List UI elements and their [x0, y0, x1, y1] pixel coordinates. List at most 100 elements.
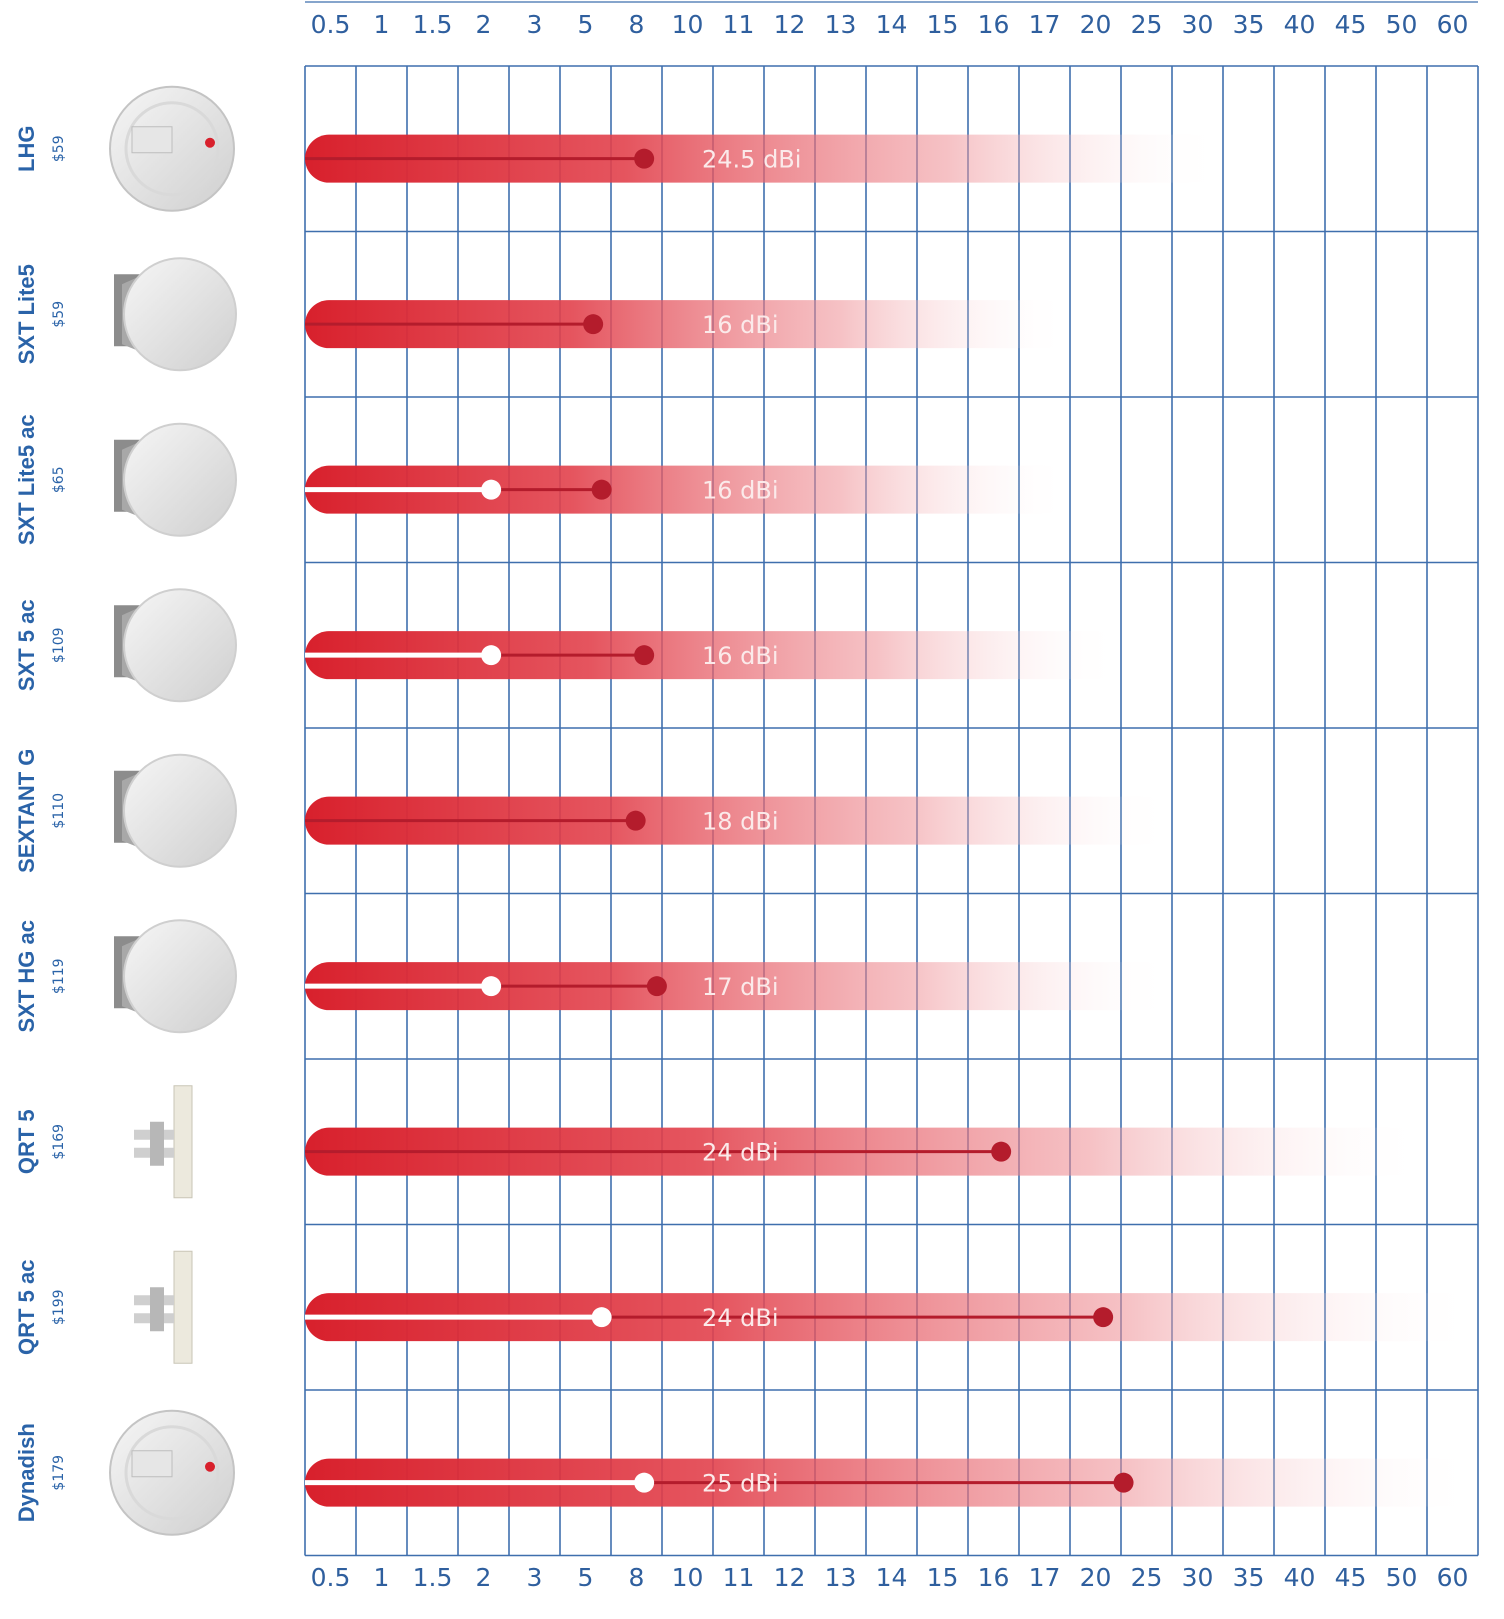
flat-panel-antenna-icon: [134, 1250, 193, 1364]
x-tick-top: 5: [578, 10, 594, 39]
x-tick-top: 3: [527, 10, 543, 39]
gain-label: 24 dBi: [702, 1304, 779, 1332]
dish-antenna-icon: [109, 85, 235, 212]
x-tick-bottom: 12: [774, 1563, 806, 1592]
x-tick-top: 40: [1284, 10, 1316, 39]
product-price: $110: [51, 793, 67, 829]
gain-label: 16 dBi: [702, 477, 779, 505]
range-bar: [305, 796, 1172, 845]
x-tick-bottom: 11: [723, 1563, 755, 1592]
product-price: $179: [51, 1455, 67, 1491]
x-tick-top: 60: [1437, 10, 1469, 39]
range-marker: [583, 314, 604, 335]
product-name: SXT Lite5: [14, 264, 39, 364]
x-tick-bottom: 17: [1029, 1563, 1061, 1592]
x-tick-top: 25: [1131, 10, 1163, 39]
gain-label: 17 dBi: [702, 973, 779, 1001]
range-marker: [991, 1141, 1012, 1162]
round-panel-antenna-icon: [114, 422, 237, 537]
x-tick-bottom: 35: [1233, 1563, 1265, 1592]
x-tick-bottom: 5: [578, 1563, 594, 1592]
product-name: Dynadish: [14, 1423, 39, 1522]
round-panel-antenna-icon: [114, 919, 237, 1034]
x-tick-top: 0.5: [311, 10, 351, 39]
flat-panel-antenna-icon: [134, 1085, 193, 1199]
x-tick-top: 2: [476, 10, 492, 39]
x-tick-bottom: 15: [927, 1563, 959, 1592]
gain-label: 18 dBi: [702, 808, 779, 836]
range-marker: [1113, 1472, 1134, 1493]
round-panel-antenna-icon: [114, 257, 237, 372]
ac-range-marker: [481, 479, 502, 500]
round-panel-antenna-icon: [114, 588, 237, 703]
range-marker: [634, 645, 655, 666]
x-tick-top: 17: [1029, 10, 1061, 39]
gain-label: 24.5 dBi: [702, 146, 801, 174]
range-marker: [591, 479, 612, 500]
range-marker: [646, 976, 667, 997]
product-price: $59: [51, 135, 67, 162]
ac-range-marker: [591, 1307, 612, 1328]
product-price: $59: [51, 301, 67, 328]
x-tick-top: 30: [1182, 10, 1214, 39]
gain-label: 16 dBi: [702, 311, 779, 339]
range-marker: [625, 810, 646, 831]
dish-antenna-icon: [109, 1409, 235, 1536]
ac-range-marker: [481, 976, 502, 997]
product-name: SXT 5 ac: [14, 599, 39, 691]
product-name: SEXTANT G: [14, 749, 39, 873]
x-tick-bottom: 30: [1182, 1563, 1214, 1592]
x-tick-top: 1: [374, 10, 390, 39]
x-tick-top: 35: [1233, 10, 1265, 39]
product-price: $65: [51, 466, 67, 493]
range-bar: [305, 465, 1070, 514]
x-tick-bottom: 45: [1335, 1563, 1367, 1592]
x-tick-top: 10: [672, 10, 704, 39]
x-tick-top: 45: [1335, 10, 1367, 39]
product-price: $199: [51, 1289, 67, 1325]
gain-label: 25 dBi: [702, 1470, 779, 1498]
ac-range-marker: [634, 1472, 655, 1493]
gain-label: 16 dBi: [702, 642, 779, 670]
x-tick-top: 16: [978, 10, 1010, 39]
x-tick-top: 14: [876, 10, 908, 39]
x-tick-top: 12: [774, 10, 806, 39]
range-marker: [1093, 1307, 1114, 1328]
ac-range-marker: [481, 645, 502, 666]
range-bar: [305, 631, 1121, 680]
x-tick-bottom: 0.5: [311, 1563, 351, 1592]
x-tick-bottom: 14: [876, 1563, 908, 1592]
x-tick-bottom: 8: [629, 1563, 645, 1592]
x-tick-bottom: 3: [527, 1563, 543, 1592]
x-tick-bottom: 10: [672, 1563, 704, 1592]
range-marker: [634, 148, 655, 169]
x-tick-bottom: 50: [1386, 1563, 1418, 1592]
range-bar: [305, 300, 1070, 349]
x-tick-bottom: 13: [825, 1563, 857, 1592]
round-panel-antenna-icon: [114, 753, 237, 868]
gain-label: 24 dBi: [702, 1139, 779, 1167]
x-tick-top: 15: [927, 10, 959, 39]
x-tick-top: 8: [629, 10, 645, 39]
product-name: QRT 5: [14, 1109, 39, 1174]
x-tick-top: 20: [1080, 10, 1112, 39]
product-name: SXT Lite5 ac: [14, 414, 39, 545]
product-price: $169: [51, 1124, 67, 1160]
x-tick-bottom: 1: [374, 1563, 390, 1592]
product-name: LHG: [14, 126, 39, 172]
x-tick-bottom: 20: [1080, 1563, 1112, 1592]
product-name: QRT 5 ac: [14, 1260, 39, 1355]
range-bar: [305, 962, 1172, 1011]
x-tick-bottom: 16: [978, 1563, 1010, 1592]
product-price: $109: [51, 627, 67, 663]
x-tick-top: 11: [723, 10, 755, 39]
x-tick-bottom: 60: [1437, 1563, 1469, 1592]
x-tick-bottom: 40: [1284, 1563, 1316, 1592]
range-bar: [305, 134, 1223, 183]
x-tick-top: 1.5: [413, 10, 453, 39]
product-name: SXT HG ac: [14, 920, 39, 1032]
x-tick-top: 13: [825, 10, 857, 39]
product-price: $119: [51, 958, 67, 994]
x-tick-bottom: 1.5: [413, 1563, 453, 1592]
